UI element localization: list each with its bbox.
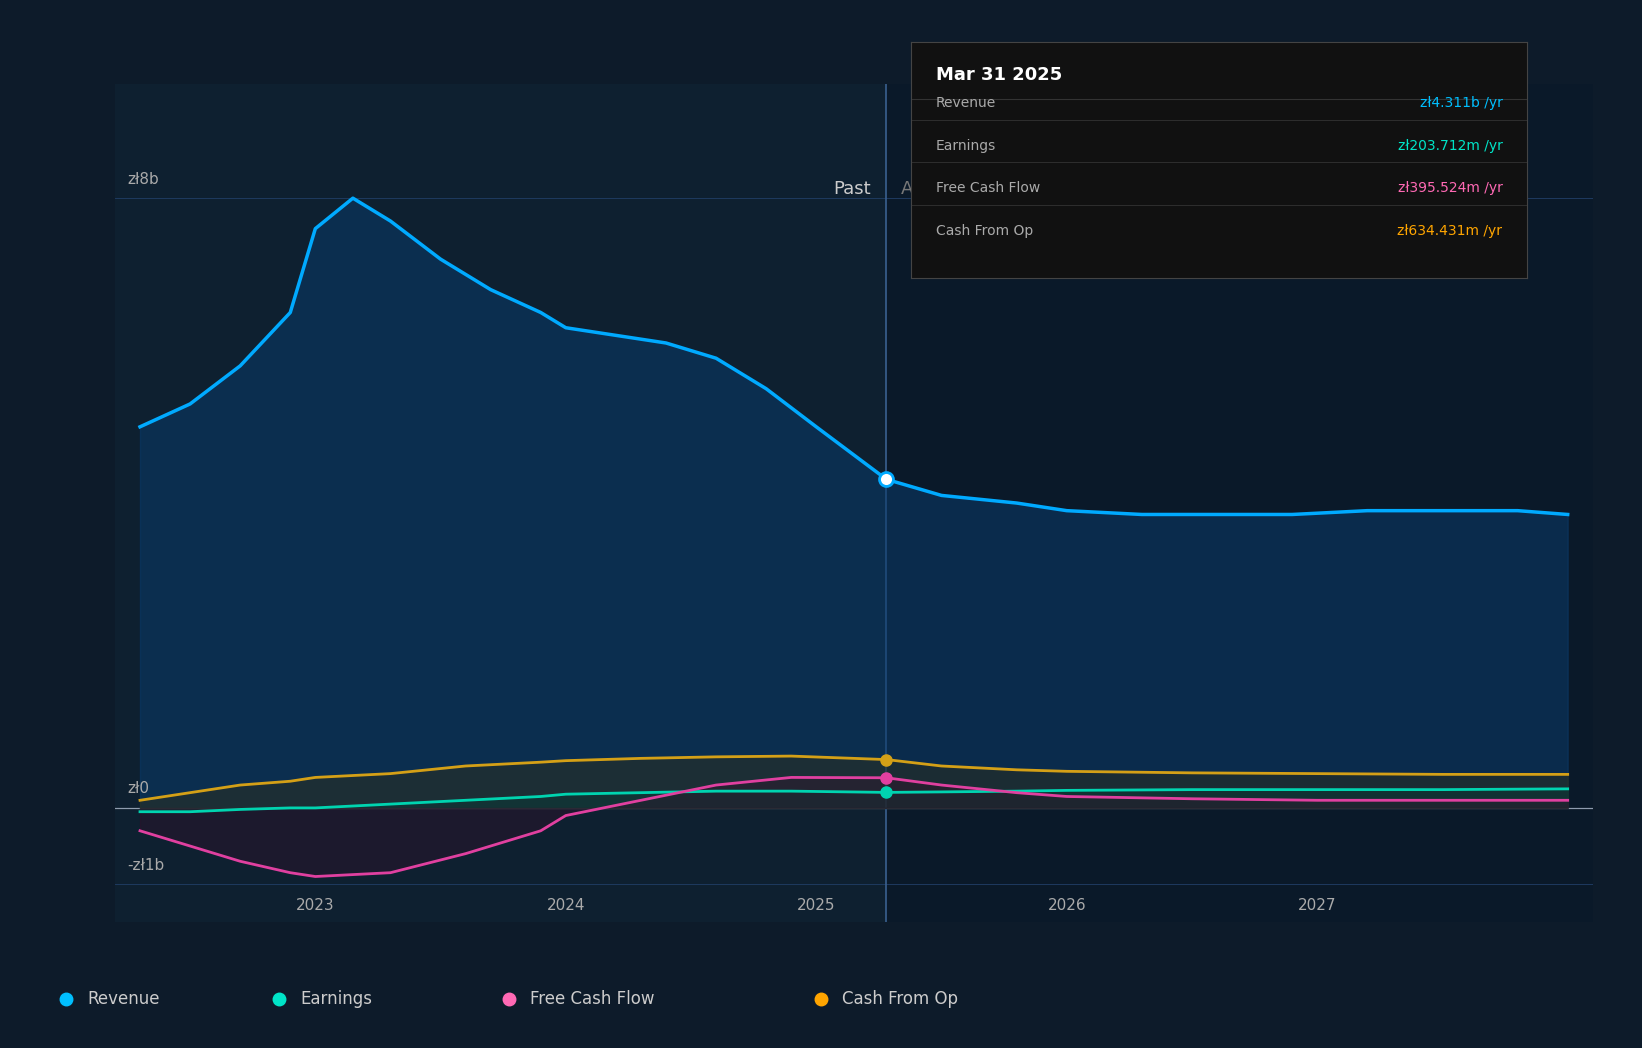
Text: Mar 31 2025: Mar 31 2025 bbox=[936, 65, 1062, 84]
Text: 2024: 2024 bbox=[547, 898, 585, 913]
Text: 2023: 2023 bbox=[296, 898, 335, 913]
Text: zł0: zł0 bbox=[128, 782, 149, 796]
Text: 2027: 2027 bbox=[1297, 898, 1337, 913]
Text: zł203.712m /yr: zł203.712m /yr bbox=[1397, 138, 1502, 153]
Text: Cash From Op: Cash From Op bbox=[842, 990, 959, 1008]
Text: Free Cash Flow: Free Cash Flow bbox=[530, 990, 655, 1008]
Text: 2026: 2026 bbox=[1048, 898, 1085, 913]
Text: zł4.311b /yr: zł4.311b /yr bbox=[1420, 96, 1502, 110]
Text: Revenue: Revenue bbox=[87, 990, 159, 1008]
Text: -zł1b: -zł1b bbox=[128, 857, 164, 873]
Text: Revenue: Revenue bbox=[936, 96, 997, 110]
Bar bbox=[887, 84, 1593, 922]
Text: zł395.524m /yr: zł395.524m /yr bbox=[1397, 181, 1502, 195]
Text: Earnings: Earnings bbox=[936, 138, 997, 153]
Text: zł634.431m /yr: zł634.431m /yr bbox=[1397, 223, 1502, 238]
Text: Cash From Op: Cash From Op bbox=[936, 223, 1033, 238]
Text: Past: Past bbox=[834, 180, 872, 198]
Text: Free Cash Flow: Free Cash Flow bbox=[936, 181, 1039, 195]
Text: 2025: 2025 bbox=[796, 898, 836, 913]
Text: Analysts Forecasts: Analysts Forecasts bbox=[901, 180, 1069, 198]
Text: zł8b: zł8b bbox=[128, 172, 159, 187]
Text: Earnings: Earnings bbox=[300, 990, 373, 1008]
